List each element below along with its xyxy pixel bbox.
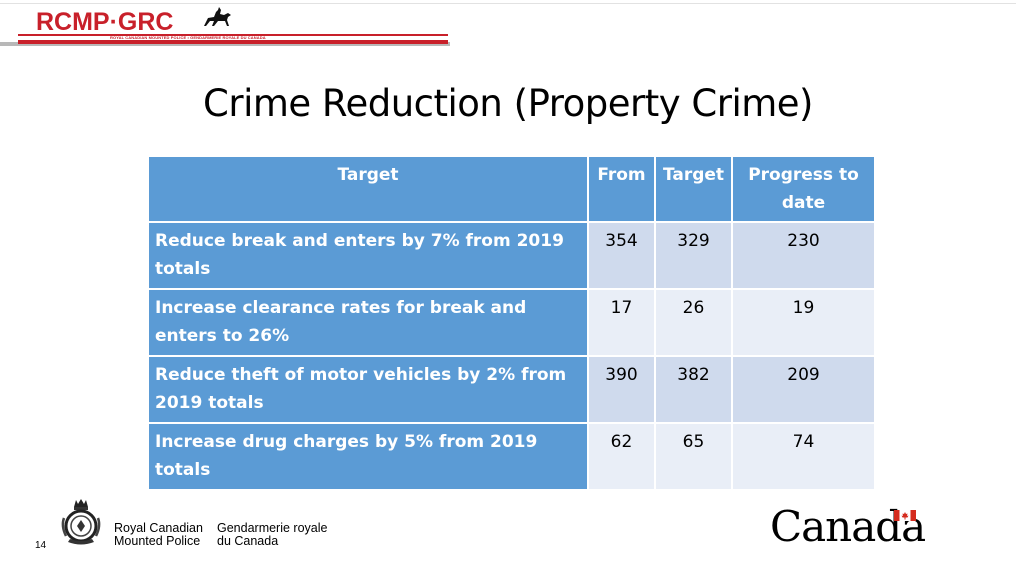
goal-value: 65: [654, 422, 733, 491]
brand-stripe-lower: [18, 40, 448, 44]
table-row: Reduce theft of motor vehicles by 2% fro…: [147, 355, 876, 424]
table-row: Increase clearance rates for break and e…: [147, 288, 876, 357]
rcmp-logo-text: RCMP·GRC: [36, 8, 174, 36]
org-name-french: Gendarmerie royale du Canada: [217, 522, 327, 548]
header-banner: RCMP·GRC ROYAL CANADIAN MOUNTED POLICE •…: [0, 0, 1016, 46]
crime-targets-table: Target From Target Progress to date Redu…: [147, 155, 876, 491]
progress-value: 74: [731, 422, 876, 491]
from-value: 390: [587, 355, 656, 424]
table-row: Increase drug charges by 5% from 2019 to…: [147, 422, 876, 491]
from-value: 62: [587, 422, 656, 491]
column-header-goal: Target: [654, 155, 733, 223]
target-description: Reduce break and enters by 7% from 2019 …: [147, 221, 589, 290]
org-name-french-line2: du Canada: [217, 534, 279, 548]
mounted-rider-icon: [204, 7, 231, 26]
brand-stripe: [18, 34, 448, 36]
top-divider: [0, 3, 1016, 4]
canada-flag-icon: [894, 510, 916, 521]
rcmp-crest-icon: [61, 499, 101, 545]
table-row: Reduce break and enters by 7% from 2019 …: [147, 221, 876, 290]
rcmp-subtitle: ROYAL CANADIAN MOUNTED POLICE • GENDARME…: [110, 35, 266, 40]
target-description: Increase clearance rates for break and e…: [147, 288, 589, 357]
org-name-english-line2: Mounted Police: [114, 534, 201, 548]
goal-value: 329: [654, 221, 733, 290]
goal-value: 382: [654, 355, 733, 424]
page-number: 14: [35, 540, 47, 551]
target-description: Reduce theft of motor vehicles by 2% fro…: [147, 355, 589, 424]
progress-value: 209: [731, 355, 876, 424]
progress-value: 19: [731, 288, 876, 357]
from-value: 354: [587, 221, 656, 290]
org-name-english-line1: Royal Canadian: [114, 521, 203, 535]
column-header-target: Target: [147, 155, 589, 223]
progress-value: 230: [731, 221, 876, 290]
brand-shadow-stripe: [0, 42, 450, 46]
org-name-french-line1: Gendarmerie royale: [217, 521, 328, 535]
slide-title: Crime Reduction (Property Crime): [203, 82, 813, 125]
org-name-english: Royal Canadian Mounted Police: [114, 522, 203, 548]
column-header-progress: Progress to date: [731, 155, 876, 223]
target-description: Increase drug charges by 5% from 2019 to…: [147, 422, 589, 491]
column-header-from: From: [587, 155, 656, 223]
from-value: 17: [587, 288, 656, 357]
goal-value: 26: [654, 288, 733, 357]
